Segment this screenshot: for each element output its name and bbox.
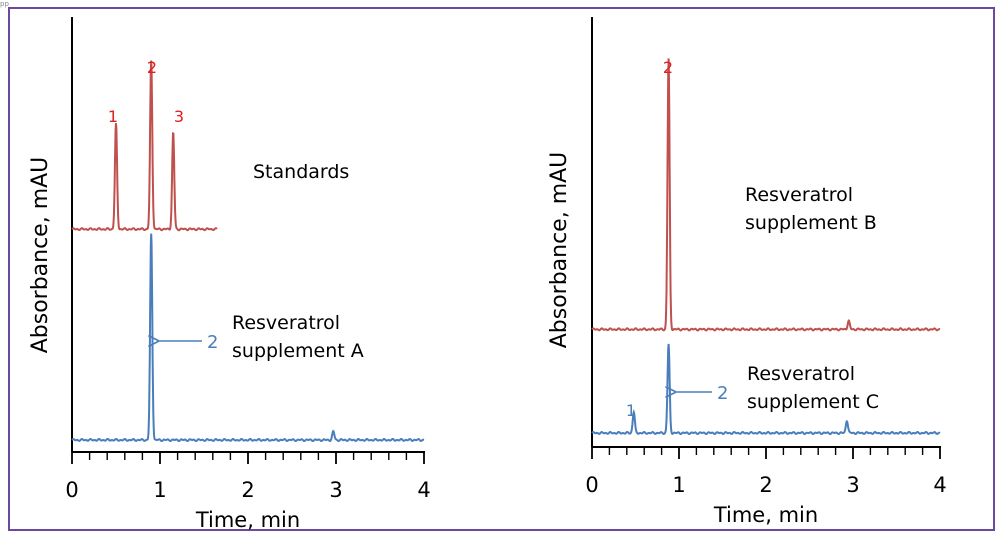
right-x-tick-label-0: 0 xyxy=(585,473,598,497)
trace-supplement-b xyxy=(591,58,941,332)
left-x-tick-label-0: 0 xyxy=(65,478,78,502)
peak-label-2-supplement-b: 2 xyxy=(663,58,673,77)
left-x-tick-label-1: 1 xyxy=(153,478,166,502)
figure-frame xyxy=(8,7,995,531)
left-y-axis-label: Absorbance, mAU xyxy=(28,157,53,354)
trace-supplement-a xyxy=(71,233,425,443)
left-x-ticks xyxy=(71,452,425,464)
right-x-tick-label-1: 1 xyxy=(672,473,685,497)
peak-label-1-supplement-c: 1 xyxy=(626,401,636,420)
trace-standards xyxy=(71,60,218,232)
header-fragment: pp xyxy=(0,0,9,8)
right-y-axis-label: Absorbance, mAU xyxy=(547,152,572,349)
arrow-label-supplement-a: 2 xyxy=(207,332,218,353)
top-strip: pp xyxy=(0,0,1005,8)
left-x-tick-label-4: 4 xyxy=(417,478,430,502)
right-x-axis-label: Time, min xyxy=(713,503,818,527)
right-x-ticks xyxy=(591,447,941,459)
label-supplement-b-line2: supplement B xyxy=(745,212,877,234)
label-supplement-a-line2: supplement A xyxy=(232,340,364,362)
right-panel: 0 1 2 3 4 Time, min Absorbance, mAU 2 1 … xyxy=(547,17,947,527)
label-supplement-c-line1: Resveratrol xyxy=(747,363,855,385)
left-x-tick-label-2: 2 xyxy=(241,478,254,502)
right-x-tick-label-2: 2 xyxy=(759,473,772,497)
peak-label-3-standards: 3 xyxy=(174,107,184,126)
label-standards: Standards xyxy=(253,161,349,183)
label-supplement-b-line1: Resveratrol xyxy=(745,184,853,206)
label-supplement-a-line1: Resveratrol xyxy=(232,312,340,334)
trace-supplement-c xyxy=(591,343,941,436)
label-supplement-c-line2: supplement C xyxy=(747,391,879,413)
peak-label-2-standards: 2 xyxy=(147,58,157,77)
peak-label-1-standards: 1 xyxy=(108,107,118,126)
right-x-tick-label-4: 4 xyxy=(933,473,946,497)
right-x-tick-label-3: 3 xyxy=(846,473,859,497)
left-panel: 0 1 2 3 4 Time, min Absorbance, mAU 1 2 … xyxy=(28,17,431,532)
left-x-tick-label-3: 3 xyxy=(329,478,342,502)
arrow-label-supplement-c: 2 xyxy=(717,383,728,404)
left-x-axis-label: Time, min xyxy=(195,508,300,532)
